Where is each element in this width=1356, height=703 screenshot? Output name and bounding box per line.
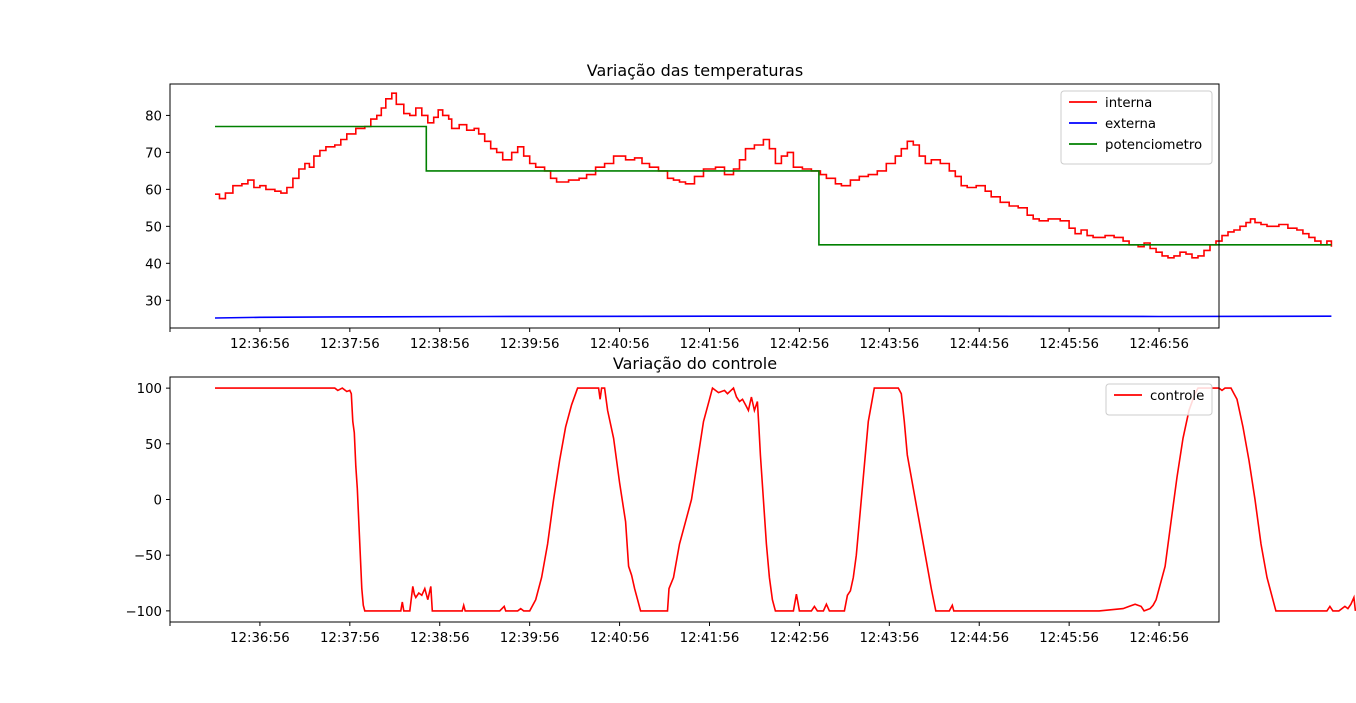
y-tick-label: 80: [145, 109, 162, 124]
x-tick-label: 12:46:56: [1129, 337, 1189, 352]
y-tick-label: 70: [145, 146, 162, 161]
temperature-x-axis: 12:36:56 12:37:56 12:38:56 12:39:56 12:40:56…: [169, 328, 1189, 352]
temperature-plot-title: Variação das temperaturas: [587, 61, 803, 80]
control-plot: Variação do controle 12:36:56 12:37:56 12:…: [125, 354, 1356, 646]
temperature-y-axis: 30 40 50 60 70 80: [145, 109, 170, 309]
x-tick-label: 12:36:56: [230, 337, 290, 352]
control-series-group: [215, 386, 1356, 612]
x-tick-label: 12:41:56: [680, 337, 740, 352]
legend-label-interna: interna: [1105, 96, 1152, 111]
x-tick-label: 12:42:56: [770, 631, 830, 646]
y-tick-label: 0: [154, 494, 162, 509]
x-tick-label: 12:45:56: [1039, 631, 1099, 646]
x-tick-label: 12:39:56: [500, 337, 560, 352]
series-line-controle: [215, 386, 1356, 612]
y-tick-label: 50: [145, 220, 162, 235]
control-legend: controle: [1105, 383, 1213, 416]
temperature-plot: Variação das temperaturas 12:36:56 12:37:…: [145, 61, 1333, 352]
temperature-plot-frame: [169, 83, 1220, 329]
x-tick-label: 12:43:56: [859, 337, 919, 352]
y-tick-label: −50: [134, 549, 162, 564]
x-tick-label: 12:46:56: [1129, 631, 1189, 646]
x-tick-label: 12:42:56: [770, 337, 830, 352]
control-x-axis: 12:36:56 12:37:56 12:38:56 12:39:56 12:40:56…: [169, 622, 1189, 646]
temperature-legend: interna externa potenciometro: [1060, 90, 1213, 165]
x-tick-label: 12:40:56: [590, 631, 650, 646]
legend-label-controle: controle: [1150, 389, 1204, 404]
control-plot-title: Variação do controle: [613, 354, 777, 373]
series-line-externa: [214, 315, 1332, 319]
y-tick-label: 100: [137, 382, 162, 397]
x-tick-label: 12:40:56: [590, 337, 650, 352]
x-tick-label: 12:41:56: [680, 631, 740, 646]
y-tick-label: 40: [145, 257, 162, 272]
x-tick-label: 12:38:56: [410, 337, 470, 352]
y-tick-label: 50: [145, 438, 162, 453]
series-line-interna: [215, 92, 1333, 259]
x-tick-label: 12:43:56: [859, 631, 919, 646]
x-tick-label: 12:44:56: [949, 337, 1009, 352]
legend-box: [1060, 90, 1213, 165]
x-tick-label: 12:36:56: [230, 631, 290, 646]
x-tick-label: 12:39:56: [500, 631, 560, 646]
y-tick-label: −100: [125, 605, 162, 620]
x-tick-label: 12:37:56: [320, 337, 380, 352]
y-tick-label: 60: [145, 183, 162, 198]
temperature-series-group: [214, 92, 1333, 319]
series-line-potenciometro: [215, 125, 1332, 246]
x-tick-label: 12:44:56: [949, 631, 1009, 646]
x-tick-label: 12:38:56: [410, 631, 470, 646]
legend-box: [1105, 383, 1213, 416]
legend-label-potenciometro: potenciometro: [1105, 138, 1202, 153]
control-plot-frame: [169, 376, 1220, 623]
legend-label-externa: externa: [1105, 117, 1156, 132]
x-tick-label: 12:45:56: [1039, 337, 1099, 352]
y-tick-label: 30: [145, 294, 162, 309]
control-y-axis: −100 −50 0 50 100: [125, 382, 170, 620]
x-tick-label: 12:37:56: [320, 631, 380, 646]
